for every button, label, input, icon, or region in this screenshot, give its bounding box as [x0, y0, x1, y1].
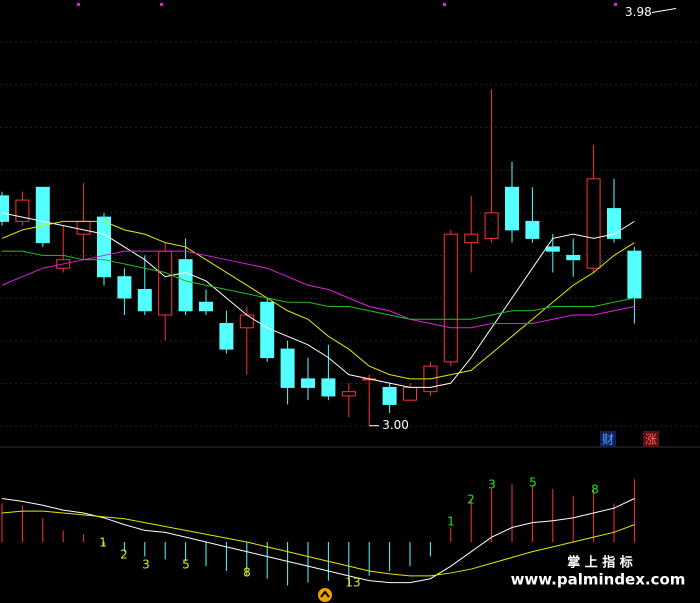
candle-body: [484, 212, 499, 239]
candle-body: [117, 276, 132, 299]
candle-body: [321, 378, 336, 397]
candle-body: [137, 288, 152, 312]
candle-body: [545, 246, 560, 252]
moving-average: [1, 250, 635, 329]
candle-body: [301, 378, 315, 388]
candle-body: [199, 301, 213, 312]
candle-body: [627, 250, 642, 299]
candle-body: [607, 208, 621, 239]
candle-body: [403, 386, 417, 401]
watermark-url: www.palmindex.com: [511, 571, 686, 589]
marker-dot: [77, 3, 80, 6]
candle-body: [0, 195, 9, 222]
badge-rise[interactable]: 涨: [645, 432, 657, 447]
candle-body: [443, 233, 458, 363]
candle-body: [260, 301, 275, 359]
marker-dot: [443, 3, 446, 6]
candle-body: [382, 386, 397, 405]
moving-average: [1, 212, 635, 388]
moving-average: [1, 220, 635, 380]
candle-body: [505, 186, 519, 231]
signal-icon-arrow: [320, 590, 330, 598]
grid: [0, 41, 700, 427]
count-label: 13: [345, 576, 360, 590]
count-label: 8: [243, 566, 251, 580]
high-mark-label: 3.98: [625, 5, 652, 19]
candle-body: [76, 220, 91, 235]
signal-icon: [318, 588, 332, 602]
high-mark-arrow: [651, 8, 677, 14]
candle-body: [219, 323, 234, 350]
candle-body: [586, 178, 601, 269]
indicator-line: [1, 498, 635, 584]
candle-body: [97, 216, 111, 278]
watermark-title: 掌 上 指 标: [567, 555, 633, 571]
candle-body: [239, 314, 254, 329]
candle-body: [341, 391, 356, 397]
candle-body: [525, 220, 540, 239]
badge-box[interactable]: [600, 431, 616, 447]
count-label: 2: [467, 493, 475, 507]
count-label: 3: [488, 478, 496, 492]
candle-body: [158, 250, 173, 316]
indicator-line: [1, 510, 635, 577]
count-label: 5: [529, 476, 537, 490]
candle-body: [464, 233, 479, 244]
badge-box[interactable]: [643, 431, 659, 447]
candle-body: [280, 348, 295, 388]
candle-body: [178, 259, 193, 312]
candle-body: [566, 254, 581, 261]
marker-dot: [614, 3, 617, 6]
count-label: 1: [99, 536, 107, 550]
candle-body: [35, 186, 50, 244]
low-mark-label: 3.00: [382, 418, 409, 432]
marker-dot: [160, 3, 163, 6]
count-label: 2: [120, 548, 128, 562]
moving-average: [2, 250, 635, 320]
count-label: 5: [182, 558, 190, 572]
count-label: 1: [447, 515, 455, 529]
badge-finance[interactable]: 财: [602, 433, 614, 447]
count-label: 8: [591, 483, 599, 497]
count-label: 3: [142, 558, 150, 572]
